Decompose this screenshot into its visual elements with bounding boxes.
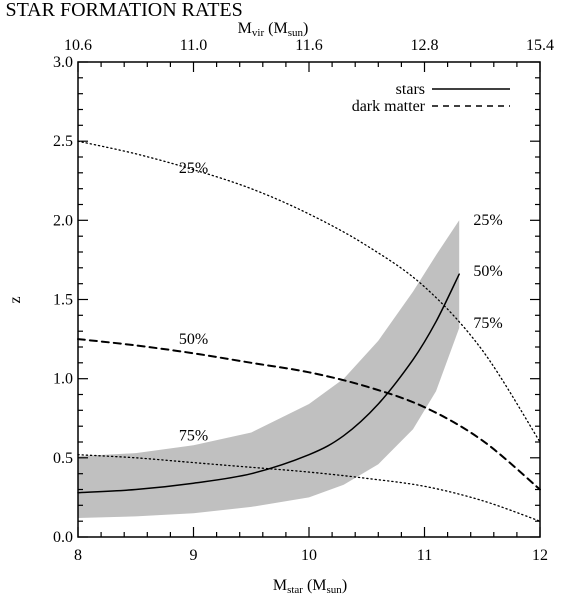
top-axis-label-sub: vir	[252, 27, 265, 39]
svg-text:Mvir (Msun): Mvir (Msun)	[238, 20, 309, 39]
top-axis-label-sub2: sun	[288, 27, 304, 39]
x-axis-label: Mstar (Msun)	[273, 577, 347, 596]
svg-text:Mstar (Msun): Mstar (Msun)	[273, 577, 347, 596]
legend-label-dark-matter: dark matter	[352, 98, 426, 115]
top-tick-labels: 10.6 11.0 11.6 12.8 15.4	[64, 37, 554, 54]
x-tick-label: 9	[190, 547, 198, 564]
annotation-label-0: 25%	[179, 160, 208, 177]
series-dark-matter-line	[77, 338, 541, 491]
y-tick-label: 2.5	[53, 133, 73, 150]
ticks-layer	[77, 61, 541, 538]
x-axis-label-sub: star	[287, 584, 303, 596]
annotation-layer: 25% 50% 75% 25% 50% 75%	[179, 160, 503, 445]
x-tick-label: 12	[532, 547, 548, 564]
x-axis-label-tail: (M	[303, 577, 327, 594]
series-25-percent-dotted-line	[77, 140, 541, 443]
chart-title: O STAR FORMATION RATES	[0, 0, 243, 21]
y-tick-label: 0.5	[53, 450, 73, 467]
y-axis-label: z	[7, 296, 24, 303]
top-axis-label-main: M	[238, 20, 252, 37]
top-axis-label: Mvir (Msun)	[238, 20, 309, 39]
y-tick-label: 1.0	[53, 371, 73, 388]
y-tick-label: 1.5	[53, 292, 73, 309]
x-axis-label-end: )	[342, 577, 347, 594]
legend-label-stars: stars	[396, 81, 425, 98]
top-axis-label-end: )	[303, 20, 308, 37]
annotation-label-3: 25%	[473, 212, 502, 229]
top-tick-label: 11.6	[295, 37, 322, 54]
legend: stars dark matter	[352, 81, 510, 115]
x-axis-label-sub2: sun	[327, 584, 343, 596]
y-tick-label: 0.0	[53, 529, 73, 546]
series-stars-line	[77, 273, 460, 494]
y-tick-label: 2.0	[53, 212, 73, 229]
annotation-label-4: 50%	[473, 263, 502, 280]
annotation-label-5: 75%	[473, 315, 502, 332]
annotation-label-2: 75%	[179, 427, 208, 444]
top-tick-label: 11.0	[180, 37, 207, 54]
x-tick-label: 8	[74, 547, 82, 564]
top-tick-label: 15.4	[526, 37, 554, 54]
series-75-percent-dotted-line	[77, 454, 541, 522]
top-tick-label: 10.6	[64, 37, 92, 54]
stars-range-band	[78, 220, 460, 519]
annotation-label-1: 50%	[179, 331, 208, 348]
x-axis-label-main: M	[273, 577, 287, 594]
x-tick-labels: 8 9 10 11 12	[74, 547, 548, 564]
top-axis-label-tail: (M	[264, 20, 288, 37]
band-layer	[78, 220, 460, 519]
series-layer	[77, 140, 541, 522]
y-tick-label: 3.0	[53, 54, 73, 71]
x-tick-label: 10	[301, 547, 317, 564]
x-tick-label: 11	[417, 547, 432, 564]
top-tick-label: 12.8	[411, 37, 439, 54]
y-tick-labels: 0.0 0.5 1.0 1.5 2.0 2.5 3.0	[53, 54, 73, 546]
